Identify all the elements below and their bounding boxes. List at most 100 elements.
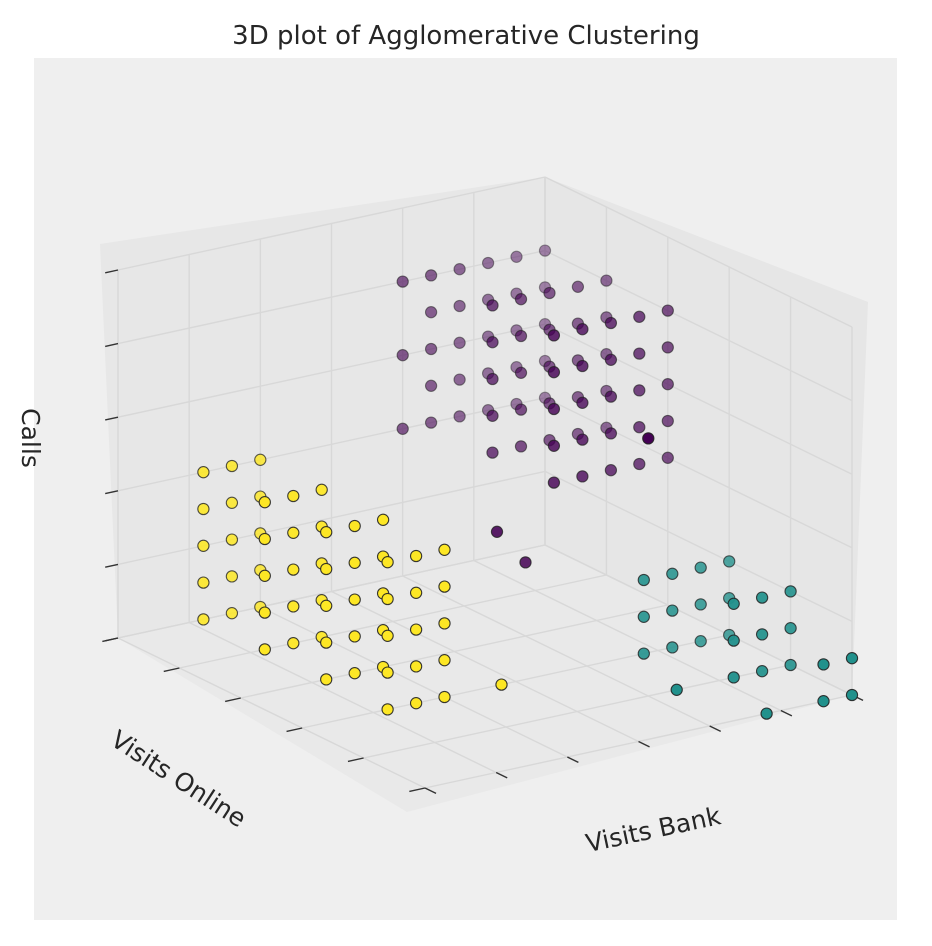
scatter-point-cluster-0: [576, 433, 589, 446]
scatter-point-cluster-0: [604, 427, 618, 440]
scatter-point-cluster-2: [287, 526, 300, 539]
grid-line-y-floor: [331, 590, 639, 743]
scatter-point-cluster-0: [576, 323, 589, 336]
scatter-point-cluster-0: [661, 378, 674, 391]
scatter-point-cluster-0: [424, 306, 438, 319]
scatter-point-cluster-2: [320, 562, 333, 576]
scatter-point-cluster-2: [495, 678, 508, 691]
grid-line-z-left: [117, 323, 546, 418]
scatter-point-cluster-0: [514, 293, 528, 306]
scatter-point-cluster-0: [547, 329, 561, 342]
x-tick: [163, 667, 180, 673]
scatter-point-cluster-2: [381, 556, 394, 569]
scatter-point-cluster-2: [315, 483, 328, 496]
scatter-point-cluster-0: [481, 256, 495, 270]
scatter-point-cluster-0: [453, 336, 466, 349]
data-points: [197, 244, 859, 720]
scatter-point-cluster-2: [258, 643, 271, 656]
scatter-point-cluster-0: [486, 299, 499, 312]
scatter-point-cluster-0: [486, 409, 499, 422]
scatter-point-cluster-2: [348, 593, 361, 606]
scatter-point-cluster-0: [604, 316, 618, 330]
scatter-point-cluster-1: [755, 628, 769, 641]
x-tick: [409, 787, 426, 793]
scatter-point-cluster-2: [197, 576, 210, 589]
scatter-point-cluster-2: [225, 570, 239, 583]
scatter-point-cluster-0: [514, 440, 528, 453]
scatter-point-cluster-0: [633, 310, 646, 323]
scatter-point-cluster-1: [727, 634, 740, 647]
back-pane-right: [545, 177, 868, 695]
scatter-point-cluster-2: [287, 563, 300, 576]
scatter-point-cluster-2: [225, 607, 239, 620]
scatter-point-cluster-0: [547, 476, 561, 489]
grid-line-z-right: [544, 470, 853, 623]
scatter-point-cluster-2: [287, 600, 300, 613]
scatter-point-cluster-0: [604, 464, 618, 477]
scatter-point-cluster-0: [633, 347, 646, 360]
grid-line-z-left: [117, 470, 546, 566]
scatter-point-cluster-2: [438, 580, 451, 593]
scatter-point-cluster-2: [254, 453, 267, 466]
scatter-point-cluster-1: [755, 665, 769, 678]
scatter-point-cluster-1: [637, 647, 650, 660]
scatter-point-cluster-0: [424, 342, 438, 356]
scatter-point-cluster-1: [666, 567, 679, 580]
scatter-point-cluster-0: [490, 525, 504, 538]
scatter-point-cluster-0: [424, 379, 438, 392]
z-tick: [105, 490, 119, 495]
grid-line-z-right: [544, 249, 853, 402]
grid-line-y-floor: [473, 559, 782, 712]
scatter-point-cluster-0: [453, 410, 466, 423]
z-tick: [105, 342, 119, 348]
scatter-point-cluster-2: [381, 592, 394, 606]
scatter-point-cluster-2: [197, 466, 210, 479]
grid-line-z-right: [544, 176, 853, 328]
scatter-point-cluster-0: [396, 422, 409, 435]
scatter-point-cluster-2: [320, 636, 333, 649]
scatter-point-cluster-0: [453, 299, 466, 313]
grid-line-y-floor: [260, 606, 568, 758]
scatter-point-cluster-0: [543, 286, 556, 300]
grid-line-z-left: [117, 249, 546, 345]
scatter-point-cluster-1: [666, 641, 679, 654]
scatter-point-cluster-1: [723, 555, 736, 568]
z-tick: [105, 637, 119, 642]
chart-title: 3D plot of Agglomerative Clustering: [232, 21, 700, 51]
scatter-point-cluster-1: [845, 688, 859, 702]
grid-line-y-floor: [402, 575, 710, 727]
grid-line-y-floor: [117, 637, 426, 789]
scatter-point-cluster-0: [424, 416, 438, 429]
scatter-point-cluster-0: [604, 390, 618, 403]
scatter-point-cluster-2: [409, 586, 423, 599]
scatter-point-cluster-1: [784, 585, 797, 598]
x-tick: [347, 757, 364, 763]
scatter-point-cluster-1: [755, 591, 769, 604]
scatter-point-cluster-2: [320, 526, 333, 539]
scatter-point-cluster-0: [661, 304, 674, 317]
scatter-point-cluster-0: [486, 336, 499, 349]
scatter-point-cluster-1: [637, 610, 650, 623]
scatter-point-cluster-1: [694, 561, 707, 574]
grid-line-z-right: [544, 323, 853, 475]
x-tick: [286, 727, 303, 733]
scatter-point-cluster-2: [320, 599, 333, 612]
grid-line-z-left: [117, 176, 546, 271]
scatter-point-cluster-2: [320, 673, 333, 686]
scatter-point-cluster-1: [637, 573, 650, 587]
scatter-point-cluster-0: [633, 421, 646, 434]
scatter-point-cluster-2: [381, 703, 394, 716]
scatter-point-cluster-0: [547, 366, 561, 379]
scatter-point-cluster-1: [845, 652, 859, 665]
scatter-point-cluster-2: [409, 660, 423, 673]
scatter-point-cluster-2: [225, 496, 239, 509]
scatter-point-cluster-0: [396, 275, 409, 288]
axis-ticks: [102, 269, 864, 795]
scatter-point-cluster-0: [396, 349, 409, 362]
x-tick: [224, 697, 241, 703]
scatter-point-cluster-2: [438, 543, 451, 556]
scatter-point-cluster-0: [576, 396, 589, 409]
scatter-point-cluster-0: [633, 457, 646, 471]
scatter-point-cluster-2: [348, 556, 361, 569]
scatter-point-cluster-0: [453, 263, 466, 276]
